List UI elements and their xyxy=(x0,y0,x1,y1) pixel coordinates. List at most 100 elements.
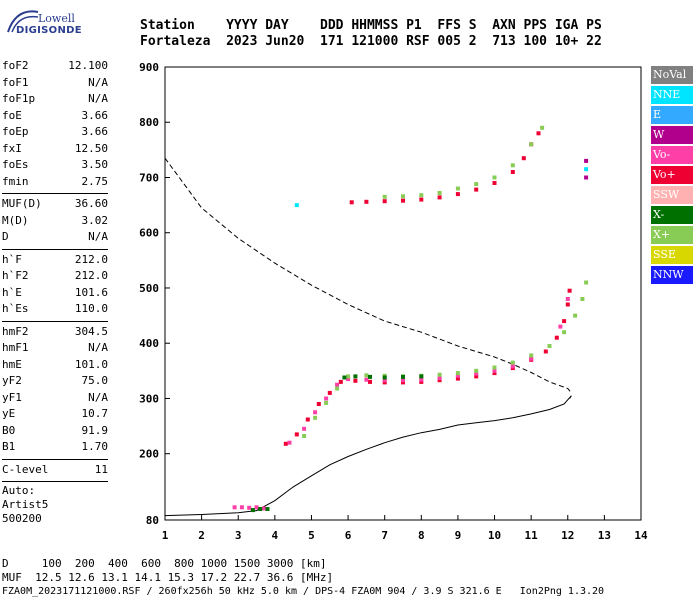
trace-point xyxy=(474,187,479,192)
param-key: h`E xyxy=(2,285,22,299)
logo-digisonde: DIGISONDE xyxy=(16,25,82,36)
trace-point xyxy=(474,368,479,373)
trace-point xyxy=(353,378,358,383)
x-tick-label: 3 xyxy=(235,529,242,542)
trace-point xyxy=(455,371,460,376)
trace-point xyxy=(283,441,288,446)
legend-item: SSE xyxy=(651,246,693,264)
trace-point xyxy=(492,368,497,373)
param-row: foF1 N/A xyxy=(2,75,108,92)
param-separator xyxy=(2,320,108,322)
trace-point xyxy=(382,378,387,383)
trace-point xyxy=(335,386,340,391)
param-row: C-level 11 xyxy=(2,462,108,479)
param-row: B1 1.70 xyxy=(2,439,108,456)
param-key: yF1 xyxy=(2,390,22,404)
legend-item: NNW xyxy=(651,266,693,284)
param-key: D xyxy=(2,230,9,243)
trace-point xyxy=(492,181,497,185)
trace-point xyxy=(419,197,424,202)
trace-point xyxy=(342,375,347,380)
param-row: hmF2 304.5 xyxy=(2,324,108,341)
param-row: fmin 2.75 xyxy=(2,174,108,191)
trace-point xyxy=(346,377,351,382)
trace-point xyxy=(455,373,460,378)
param-key: foF2 xyxy=(2,59,29,72)
trace-point xyxy=(247,505,252,510)
trace-point xyxy=(401,374,405,379)
trace-point xyxy=(455,192,460,197)
param-value: N/A xyxy=(88,92,108,105)
trace-point xyxy=(521,156,526,161)
digisonde-logo: Lowell DIGISONDE xyxy=(6,8,82,44)
y-tick-label: 400 xyxy=(139,337,159,350)
trace-point xyxy=(474,371,479,376)
trace-point xyxy=(265,507,270,511)
trace-point xyxy=(474,182,479,187)
trace-point xyxy=(558,324,563,329)
y-tick-label: 900 xyxy=(139,61,159,74)
trace-point xyxy=(287,440,292,445)
plot-frame xyxy=(164,66,642,521)
legend-item: W xyxy=(651,126,693,144)
legend-item: NoVal xyxy=(651,66,693,84)
dashed-curve xyxy=(164,157,572,394)
param-key: M(D) xyxy=(2,213,29,227)
trace-point xyxy=(437,376,442,380)
trace-point xyxy=(492,371,497,376)
legend-item: X- xyxy=(651,206,693,224)
trace-point xyxy=(536,131,541,136)
param-value: 304.5 xyxy=(74,324,108,338)
param-value: N/A xyxy=(88,230,108,243)
profile-curve xyxy=(164,395,572,517)
trace-point xyxy=(401,378,405,383)
trace-point xyxy=(302,434,307,438)
param-value: 91.9 xyxy=(81,423,109,437)
x-tick-label: 8 xyxy=(418,529,425,542)
trace-point xyxy=(529,353,534,358)
param-value: N/A xyxy=(88,390,108,404)
param-value: 212.0 xyxy=(74,269,108,282)
trace-point xyxy=(474,374,479,379)
param-key: hmE xyxy=(2,357,22,371)
trace-point xyxy=(565,302,570,307)
trace-point xyxy=(382,380,387,385)
param-value: 212.0 xyxy=(74,252,108,266)
param-key: foEp xyxy=(2,125,29,138)
legend-item: E xyxy=(651,106,693,124)
trace-point xyxy=(547,344,552,348)
trace-point xyxy=(529,356,534,361)
logo-lowell: Lowell xyxy=(38,12,75,25)
trace-point xyxy=(419,377,424,382)
trace-point xyxy=(368,374,372,379)
param-row: B0 91.9 xyxy=(2,423,108,440)
trace-point xyxy=(437,372,442,377)
x-tick-label: 7 xyxy=(381,529,388,542)
trace-point xyxy=(258,507,263,511)
trace-point xyxy=(565,297,570,301)
trace-point xyxy=(510,360,515,365)
autoscaler-info: Artist5 xyxy=(2,498,49,511)
param-key: h`F xyxy=(2,252,22,266)
param-row: D N/A xyxy=(2,229,108,246)
x-tick-label: 13 xyxy=(598,529,611,542)
trace-point xyxy=(492,365,497,370)
trace-point xyxy=(313,415,318,420)
trace-point xyxy=(324,400,329,405)
param-row: foE 3.66 xyxy=(2,108,108,125)
param-separator xyxy=(2,193,108,194)
trace-point xyxy=(382,194,387,199)
x-tick-label: 6 xyxy=(345,529,352,542)
logo-arc-icon xyxy=(7,10,39,33)
distance-row: D 100 200 400 600 800 1000 1500 3000 [km… xyxy=(2,557,327,570)
param-key: B0 xyxy=(2,423,16,437)
param-value: 3.66 xyxy=(81,125,109,138)
param-row: h`E 101.6 xyxy=(2,285,108,302)
x-tick-label: 11 xyxy=(525,529,539,542)
trace-point xyxy=(584,167,589,172)
legend-item: Vo+ xyxy=(651,166,693,184)
y-tick-label: 80 xyxy=(146,514,159,527)
trace-point xyxy=(437,191,442,195)
legend: NoVal NNE E W Vo- Vo+ SSW X- X+ SSE NNW xyxy=(651,66,693,286)
trace-point xyxy=(540,125,545,130)
